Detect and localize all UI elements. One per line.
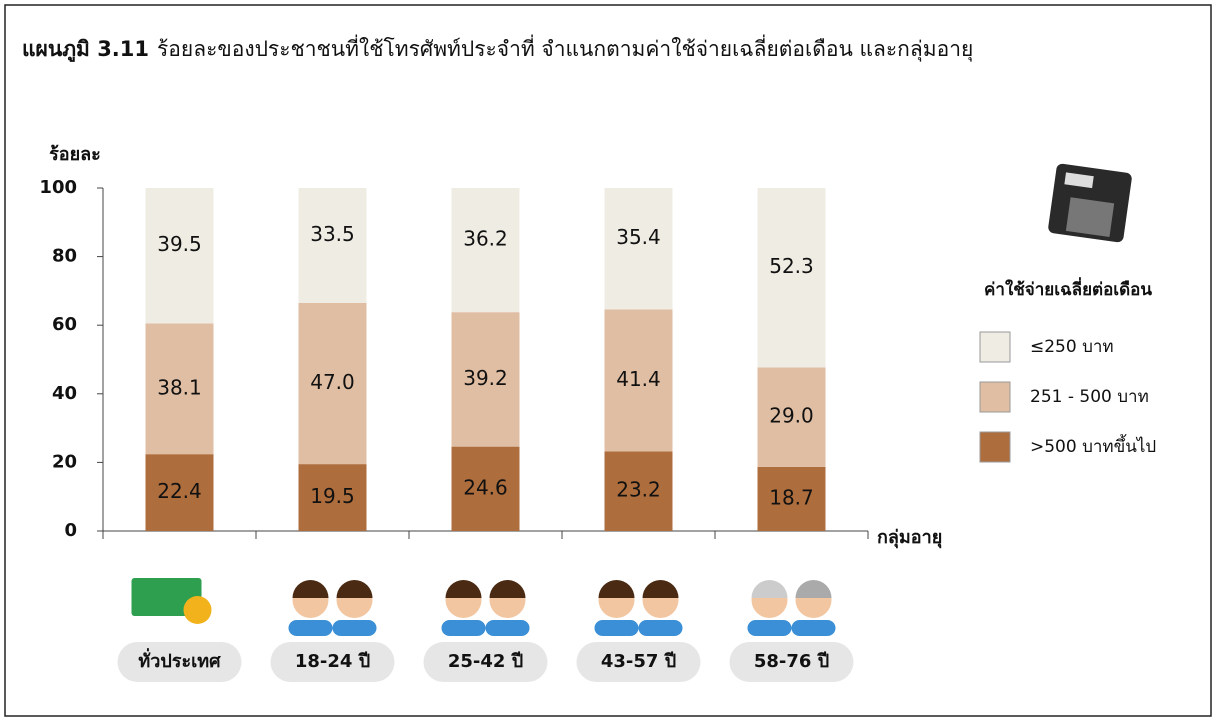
hair-icon <box>598 580 635 598</box>
chart-title: แผนภูมิ 3.11 ร้อยละของประชาชนที่ใช้โทรศัพ… <box>22 34 973 63</box>
x-tick-label: ทั่วประเทศ <box>138 648 221 672</box>
data-label: 33.5 <box>310 222 355 246</box>
title-text: ร้อยละของประชาชนที่ใช้โทรศัพท์ประจำที่ จ… <box>157 34 973 62</box>
legend-swatch <box>979 381 1011 413</box>
x-tick-label: 18-24 ปี <box>295 651 370 672</box>
category-icon <box>441 580 530 636</box>
data-label: 18.7 <box>769 485 814 509</box>
y-axis-label: ร้อยละ <box>49 144 101 165</box>
body-icon <box>791 620 836 636</box>
body-icon <box>441 620 486 636</box>
bar-segment <box>604 188 673 310</box>
y-tick-label: 100 <box>39 177 77 198</box>
legend-label: >500 บาทขึ้นไป <box>1030 434 1156 457</box>
y-tick-label: 0 <box>64 520 77 541</box>
body-icon <box>747 620 792 636</box>
data-label: 39.2 <box>463 366 508 390</box>
body-icon <box>594 620 639 636</box>
data-label: 39.5 <box>157 232 202 256</box>
category-pill <box>423 642 548 682</box>
legend-swatch <box>979 431 1011 463</box>
hair-icon <box>642 580 679 598</box>
data-label: 41.4 <box>616 367 661 391</box>
x-tick-label: 25-42 ปี <box>448 651 523 672</box>
data-label: 24.6 <box>463 475 508 499</box>
bar-segment <box>145 323 214 455</box>
body-icon <box>485 620 530 636</box>
category-pill <box>729 642 854 682</box>
data-label: 35.4 <box>616 225 661 249</box>
bar-segment <box>451 312 520 447</box>
hair-icon <box>751 580 788 598</box>
bar-segment <box>451 188 520 313</box>
legend-swatch <box>979 331 1011 363</box>
bar-segment <box>451 446 520 531</box>
category-pill <box>576 642 701 682</box>
x-tick-label: 43-57 ปี <box>601 651 676 672</box>
bar-segment <box>298 188 367 303</box>
y-tick-label: 60 <box>52 314 77 335</box>
category-icon <box>131 578 212 624</box>
body-icon <box>288 620 333 636</box>
phone-icon <box>1048 163 1132 243</box>
bar-segment <box>604 451 673 531</box>
hair-icon <box>445 580 482 598</box>
bar-segment <box>145 188 214 324</box>
data-label: 22.4 <box>157 479 202 503</box>
x-axis-label: กลุ่มอายุ <box>877 527 942 549</box>
hair-icon <box>336 580 373 598</box>
bar-segment <box>604 309 673 452</box>
bar-segment <box>757 466 826 531</box>
data-label: 47.0 <box>310 370 355 394</box>
legend-label: 251 - 500 บาท <box>1030 387 1149 407</box>
bar-segment <box>298 302 367 465</box>
category-pill <box>117 642 242 682</box>
hair-icon <box>292 580 329 598</box>
bar-segment <box>298 464 367 531</box>
hair-icon <box>795 580 832 598</box>
body-icon <box>332 620 377 636</box>
body-icon <box>638 620 683 636</box>
coin-icon <box>183 596 212 624</box>
data-label: 36.2 <box>463 227 508 251</box>
title-number: แผนภูมิ 3.11 <box>22 37 149 63</box>
y-tick-label: 40 <box>52 383 77 404</box>
data-label: 38.1 <box>157 375 202 399</box>
legend-title: ค่าใช้จ่ายเฉลี่ยต่อเดือน <box>984 277 1152 300</box>
legend-label: ≤250 บาท <box>1030 337 1114 357</box>
x-tick-label: 58-76 ปี <box>754 651 829 672</box>
y-tick-label: 20 <box>52 451 77 472</box>
data-label: 52.3 <box>769 254 814 278</box>
category-icon <box>594 580 683 636</box>
hair-icon <box>489 580 526 598</box>
category-pill <box>270 642 395 682</box>
data-label: 19.5 <box>310 484 355 508</box>
data-label: 29.0 <box>769 404 814 428</box>
category-icon <box>747 580 836 636</box>
category-icon <box>288 580 377 636</box>
data-label: 23.2 <box>616 478 661 502</box>
y-tick-label: 80 <box>52 246 77 267</box>
bar-segment <box>757 367 826 467</box>
bar-segment <box>757 188 826 368</box>
bar-segment <box>145 454 214 531</box>
